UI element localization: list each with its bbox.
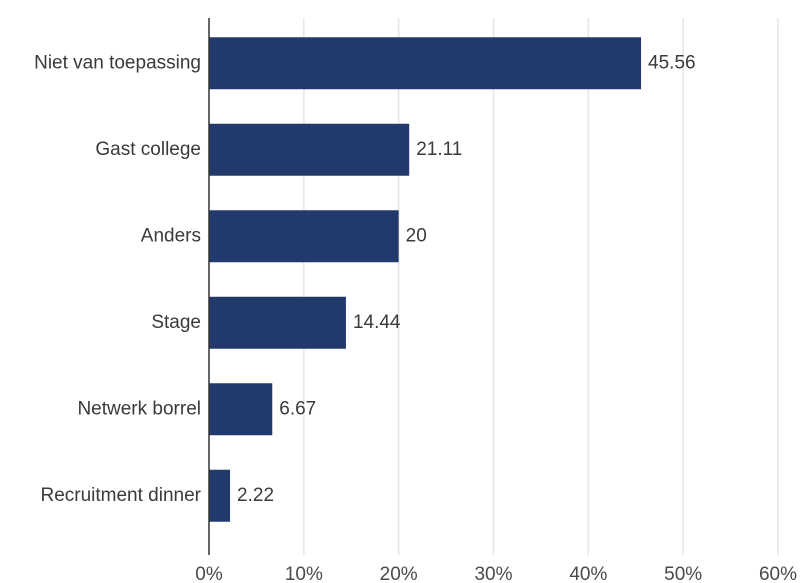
category-label: Anders [141,225,201,246]
x-tick-label: 20% [380,564,418,583]
value-label: 45.56 [648,52,696,73]
bar [209,210,399,263]
value-labels: 45.56 21.11 20 14.44 6.67 2.22 [237,52,696,506]
bar [209,469,231,522]
x-tick-labels: 0% 10% 20% 30% 40% 50% 60% [195,564,797,583]
bar [209,123,410,176]
category-label: Gast college [95,139,201,160]
grid-lines [303,18,779,555]
x-tick-label: 40% [569,564,607,583]
bar [209,296,346,349]
value-label: 2.22 [237,485,274,506]
value-label: 20 [406,225,427,246]
x-tick-label: 50% [664,564,702,583]
bar [209,37,642,90]
x-tick-label: 60% [759,564,797,583]
x-tick-label: 0% [195,564,223,583]
bar [209,383,273,436]
x-tick-label: 30% [474,564,512,583]
category-label: Recruitment dinner [40,485,201,506]
value-label: 21.11 [416,139,462,160]
value-label: 14.44 [353,312,401,333]
bars [209,37,642,522]
category-labels: Niet van toepassing Gast college Anders Sta… [34,52,202,506]
category-label: Niet van toepassing [34,52,201,73]
x-tick-label: 10% [285,564,323,583]
category-label: Stage [151,312,201,333]
value-label: 6.67 [279,398,316,419]
category-label: Netwerk borrel [77,398,201,419]
